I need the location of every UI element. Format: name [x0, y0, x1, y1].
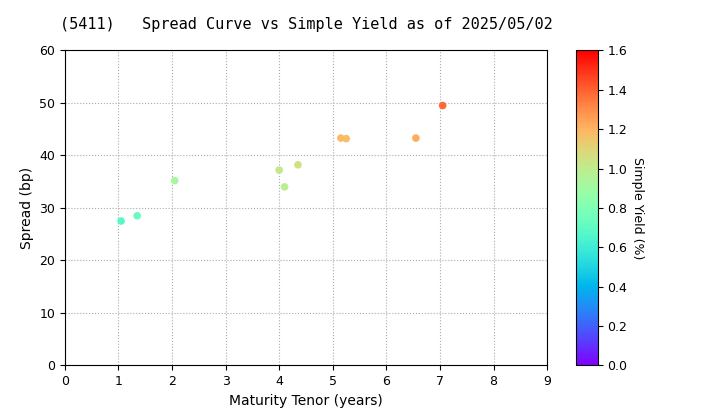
Point [279, 184, 290, 190]
Point [274, 167, 285, 173]
Point [410, 135, 422, 142]
Point [437, 102, 449, 109]
X-axis label: Maturity Tenor (years): Maturity Tenor (years) [229, 394, 383, 408]
Point [132, 213, 143, 219]
Point [341, 135, 352, 142]
Text: (5411)   Spread Curve vs Simple Yield as of 2025/05/02: (5411) Spread Curve vs Simple Yield as o… [60, 17, 552, 32]
Point [115, 218, 127, 224]
Point [292, 161, 304, 168]
Point [169, 177, 181, 184]
Y-axis label: Spread (bp): Spread (bp) [19, 167, 34, 249]
Point [335, 135, 346, 142]
Y-axis label: Simple Yield (%): Simple Yield (%) [631, 157, 644, 259]
